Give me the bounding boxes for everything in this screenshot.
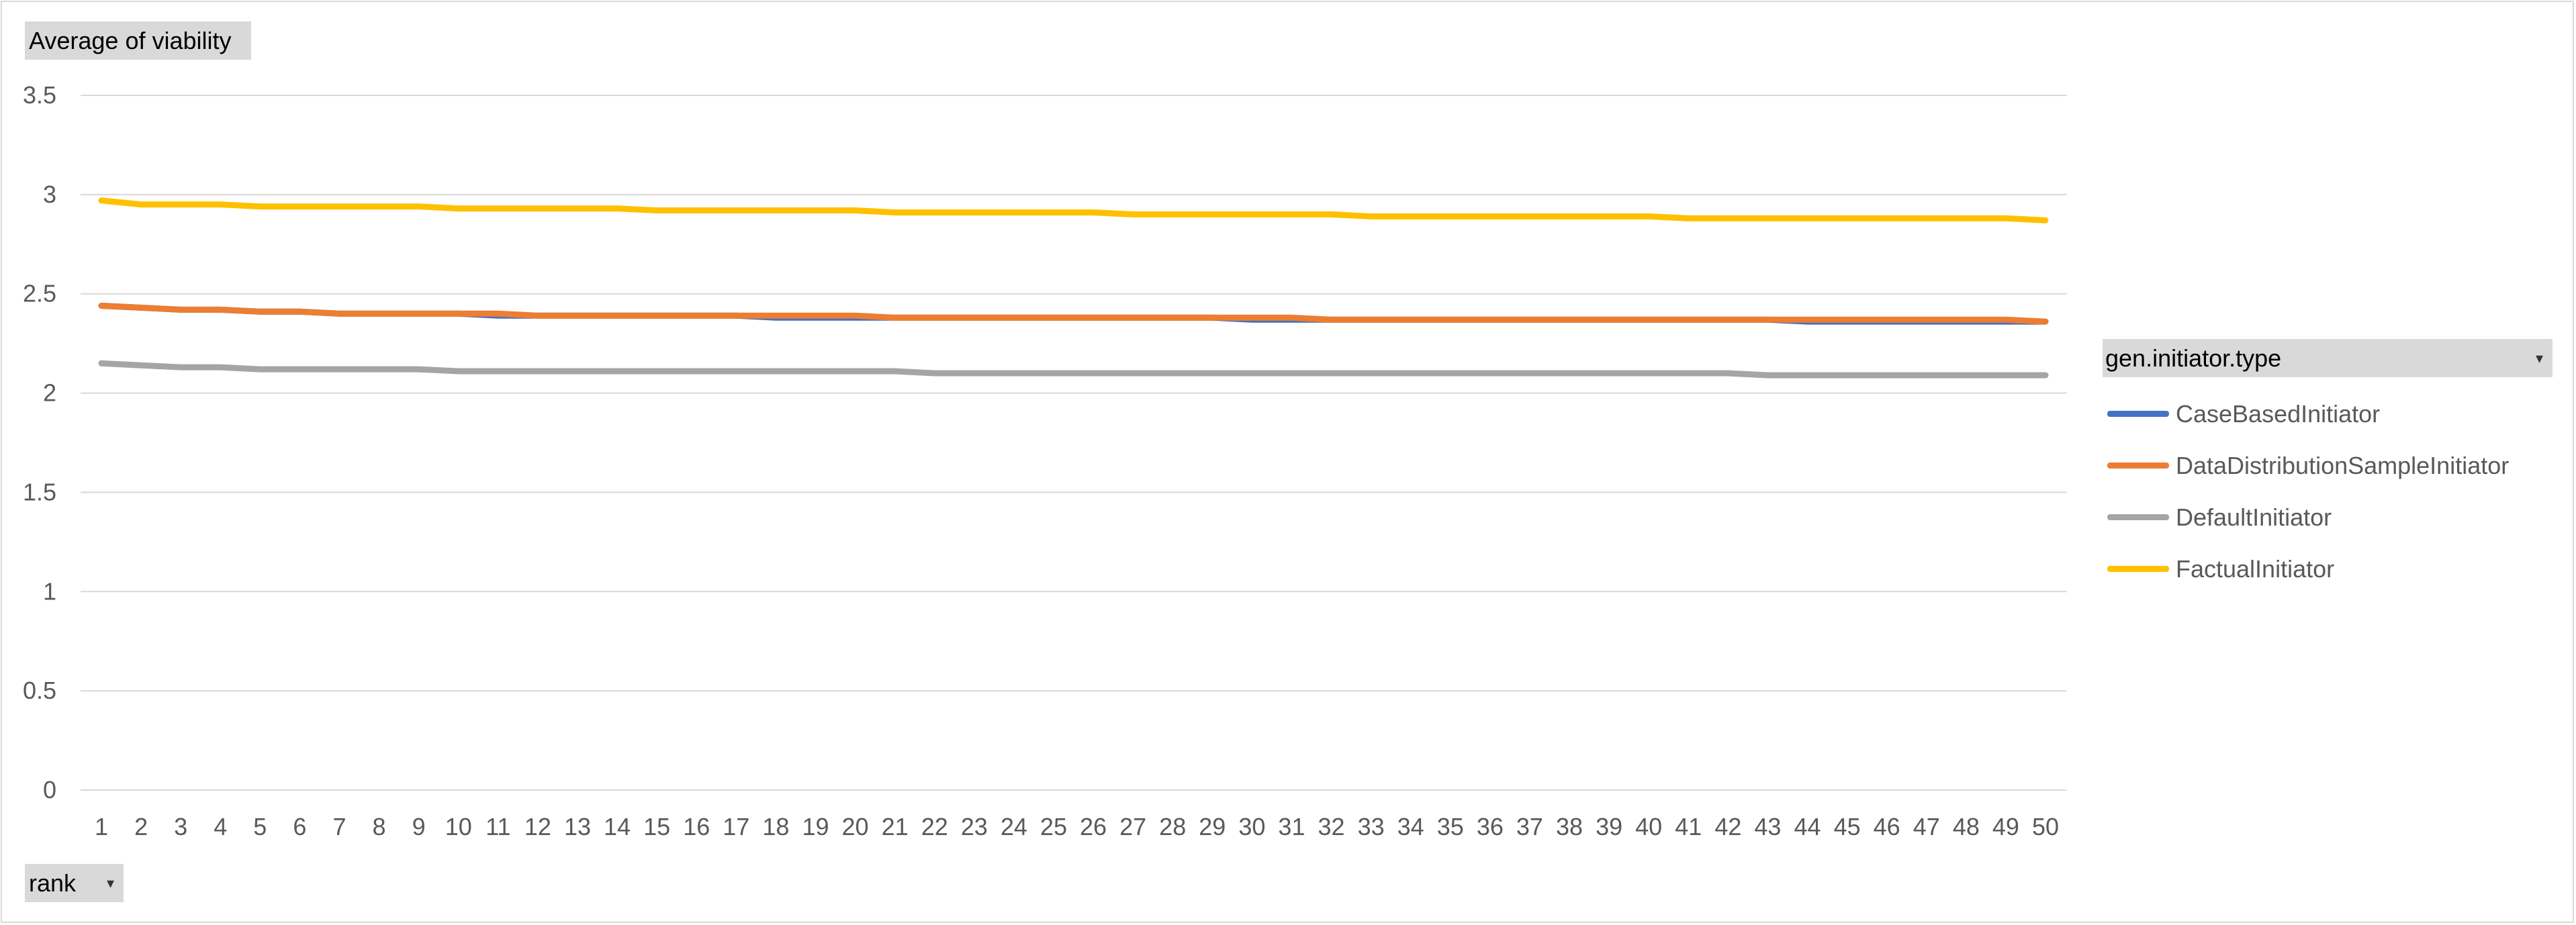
x-tick-label: 23 (961, 813, 988, 840)
x-tick-label: 2 (134, 813, 148, 840)
x-tick-label: 28 (1159, 813, 1186, 840)
x-tick-label: 15 (643, 813, 670, 840)
legend-item[interactable]: FactualInitiator (2107, 543, 2509, 595)
x-tick-label: 39 (1596, 813, 1622, 840)
x-tick-label: 35 (1437, 813, 1464, 840)
x-tick-label: 31 (1278, 813, 1305, 840)
x-tick-label: 44 (1794, 813, 1821, 840)
y-tick-label: 0 (43, 776, 56, 804)
x-tick-label: 41 (1675, 813, 1702, 840)
legend-field-label: gen.initiator.type (2105, 344, 2282, 372)
value-field-button[interactable]: Average of viability (25, 21, 251, 60)
x-tick-label: 29 (1199, 813, 1226, 840)
y-tick-label: 2.5 (23, 280, 56, 307)
x-tick-label: 49 (1992, 813, 2019, 840)
y-tick-label: 3.5 (23, 81, 56, 109)
x-tick-label: 30 (1238, 813, 1265, 840)
legend-item[interactable]: CaseBasedInitiator (2107, 388, 2509, 440)
dropdown-arrow-icon[interactable]: ▾ (106, 875, 114, 891)
x-tick-label: 24 (1001, 813, 1027, 840)
gridlines (81, 95, 2067, 791)
x-tick-label: 32 (1318, 813, 1345, 840)
series-lines (98, 197, 2049, 379)
series-line[interactable] (98, 197, 2049, 224)
series-line[interactable] (98, 360, 2049, 379)
x-tick-label: 13 (564, 813, 591, 840)
x-tick-label: 19 (802, 813, 829, 840)
x-tick-label: 45 (1834, 813, 1861, 840)
axis-field-button[interactable]: rank ▾ (25, 864, 124, 902)
legend-swatch (2107, 462, 2169, 469)
legend-swatch (2107, 514, 2169, 520)
x-tick-label: 25 (1040, 813, 1067, 840)
legend-field-button[interactable]: gen.initiator.type ▾ (2103, 339, 2552, 377)
x-tick-label: 36 (1477, 813, 1504, 840)
x-tick-label: 4 (214, 813, 227, 840)
x-tick-label: 17 (723, 813, 749, 840)
x-tick-label: 38 (1556, 813, 1583, 840)
axis-field-label: rank (29, 869, 77, 897)
y-axis-tick-labels: 0 0.5 1 1.5 2 2.5 3 3.5 (23, 81, 56, 804)
x-tick-label: 16 (683, 813, 710, 840)
x-tick-label: 9 (412, 813, 426, 840)
x-tick-label: 14 (604, 813, 631, 840)
legend-label: DataDistributionSampleInitiator (2176, 451, 2510, 479)
legend-label: FactualInitiator (2176, 554, 2335, 583)
legend-swatch (2107, 411, 2169, 417)
x-tick-label: 27 (1119, 813, 1146, 840)
x-tick-label: 5 (253, 813, 267, 840)
y-tick-label: 3 (43, 181, 56, 208)
x-tick-label: 10 (445, 813, 472, 840)
x-tick-label: 34 (1397, 813, 1424, 840)
x-tick-label: 47 (1913, 813, 1940, 840)
x-tick-label: 33 (1358, 813, 1385, 840)
x-tick-label: 1 (95, 813, 108, 840)
value-field-label: Average of viability (29, 27, 232, 54)
x-tick-label: 48 (1953, 813, 1980, 840)
x-tick-label: 3 (174, 813, 187, 840)
y-tick-label: 2 (43, 379, 56, 407)
legend-label: DefaultInitiator (2176, 503, 2332, 531)
x-tick-label: 43 (1754, 813, 1781, 840)
x-tick-label: 11 (486, 813, 510, 840)
x-tick-label: 37 (1516, 813, 1543, 840)
x-tick-label: 21 (882, 813, 909, 840)
legend-item[interactable]: DataDistributionSampleInitiator (2107, 440, 2509, 491)
x-tick-label: 42 (1714, 813, 1741, 840)
x-tick-label: 46 (1874, 813, 1900, 840)
x-tick-label: 50 (2032, 813, 2059, 840)
x-tick-label: 6 (293, 813, 306, 840)
x-tick-label: 12 (524, 813, 551, 840)
x-tick-label: 18 (762, 813, 789, 840)
x-tick-label: 8 (373, 813, 386, 840)
x-tick-label: 20 (842, 813, 869, 840)
legend-swatch (2107, 566, 2169, 572)
legend-item[interactable]: DefaultInitiator (2107, 491, 2509, 543)
dropdown-arrow-icon[interactable]: ▾ (2535, 350, 2543, 367)
x-axis-tick-labels: 1 2 3 4 5 6 7 8 9 10 11 12 13 14 15 16 17 18 19 20 21 22 23 24 2… (95, 813, 2059, 840)
y-tick-label: 1.5 (23, 478, 56, 505)
x-tick-label: 7 (332, 813, 346, 840)
x-tick-label: 22 (921, 813, 948, 840)
legend-label: CaseBasedInitiator (2176, 399, 2381, 428)
y-tick-label: 1 (43, 577, 56, 605)
series-line[interactable] (98, 303, 2049, 325)
legend: CaseBasedInitiator DataDistributionSampl… (2107, 388, 2509, 595)
y-tick-label: 0.5 (23, 677, 56, 704)
x-tick-label: 26 (1080, 813, 1107, 840)
x-tick-label: 40 (1635, 813, 1662, 840)
